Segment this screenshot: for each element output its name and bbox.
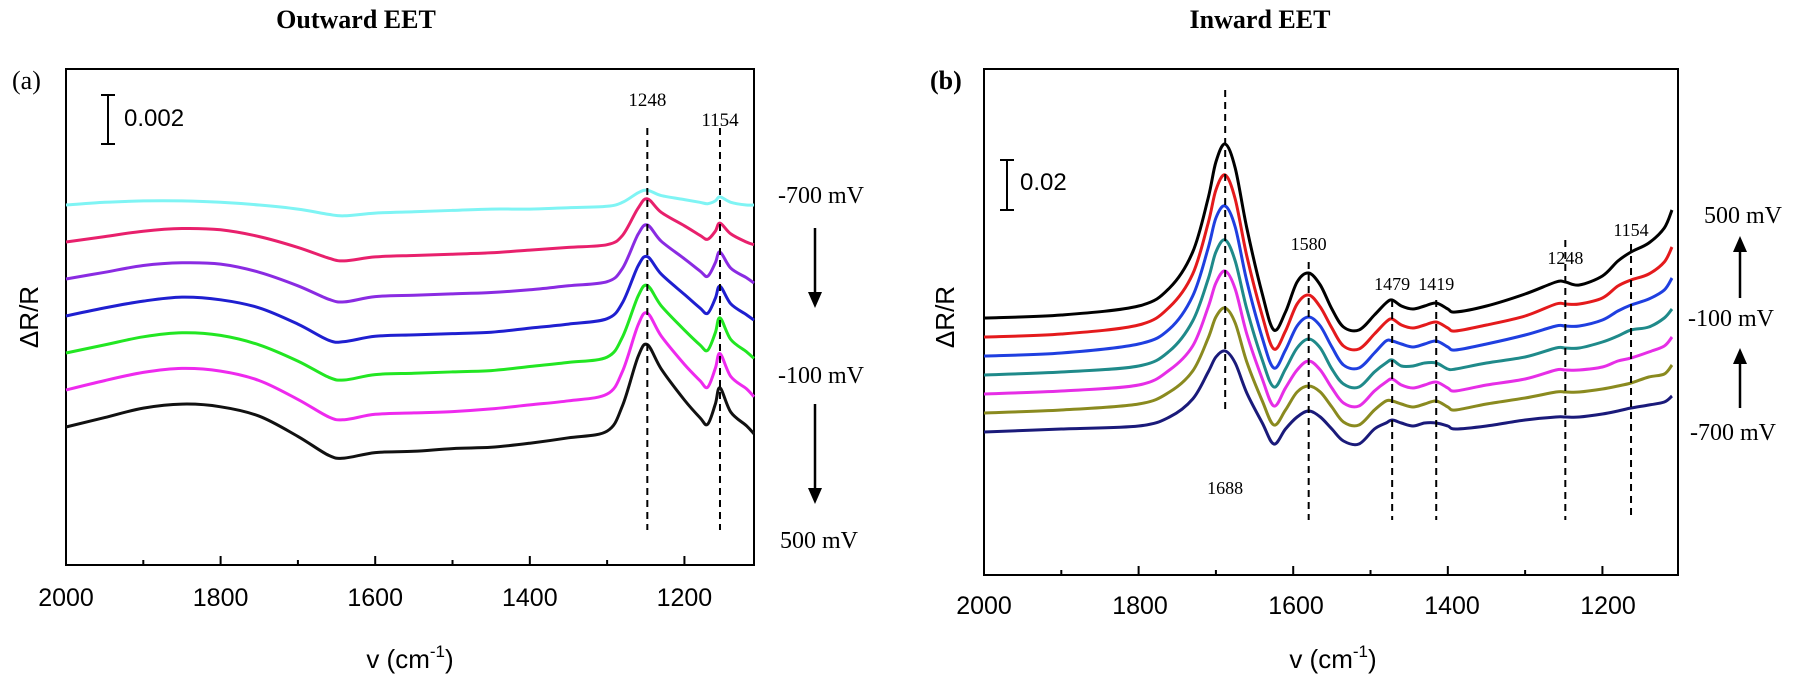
panel-a-potential-labels: -700 mV -100 mV 500 mV (778, 183, 865, 554)
panel-b: Inward EET (b) ΔR/R v (cm-1) 0.02 2000 1… (930, 5, 1783, 674)
panel-b-peak-label: 1248 (1547, 248, 1583, 268)
panel-b-potential-labels: 500 mV -100 mV -700 mV (1688, 203, 1783, 446)
panel-b-xtick-label: 1800 (1112, 592, 1168, 620)
panel-b-label: (b) (930, 66, 962, 95)
panel-a-title: Outward EET (276, 5, 436, 34)
panel-b-arrow-head (1733, 236, 1747, 252)
panel-a-series-line (65, 311, 756, 422)
panel-a-xtick-label: 2000 (38, 584, 94, 612)
panel-a-xticks: 2000 1800 1600 1400 1200 (38, 584, 712, 612)
panel-b-series-line (983, 349, 1673, 447)
panel-a-potential-label: 500 mV (780, 528, 859, 554)
panel-b-peak-label: 1580 (1291, 234, 1327, 254)
panel-b-xlabel: v (cm-1) (1289, 642, 1376, 674)
panel-b-series-line (983, 204, 1674, 371)
panel-b-plot-frame (983, 68, 1679, 576)
panel-b-potential-label: -100 mV (1688, 306, 1775, 332)
panel-a-plot-frame (65, 68, 755, 566)
panel-a-ylabel: ΔR/R (14, 286, 44, 348)
panel-a-peak-markers: 1248 1154 (65, 90, 739, 565)
panel-a-peak-label: 1154 (701, 110, 739, 131)
panel-a-series-group (65, 188, 756, 460)
panel-a-series-line (65, 283, 755, 382)
panel-b-scale-bar: 0.02 (1000, 159, 1067, 211)
panel-b-peak-label: 1688 (1207, 478, 1243, 498)
panel-b-series-line (983, 306, 1674, 428)
panel-a-arrows (808, 228, 822, 504)
panel-b-potential-label: -700 mV (1690, 420, 1777, 446)
panel-b-xtick-label: 2000 (956, 592, 1012, 620)
panel-b-arrows (1733, 236, 1747, 408)
panel-b-series-line (983, 142, 1674, 333)
panel-b-series-group (983, 142, 1674, 447)
panel-b-peak-label: 1479 (1374, 274, 1410, 294)
panel-a-xtick-label: 1600 (347, 584, 403, 612)
panel-a-series-line (65, 197, 755, 263)
panel-a-series-line (65, 223, 755, 304)
panel-a-series-line (65, 342, 756, 460)
panel-b-peak-label: 1154 (1613, 220, 1648, 240)
panel-a: Outward EET (a) ΔR/R v (cm-1) 0.002 2000… (12, 5, 865, 674)
panel-b-xtick-label: 1400 (1424, 592, 1480, 620)
panel-b-xtick-label: 1600 (1268, 592, 1324, 620)
panel-b-series-line (983, 238, 1674, 390)
panel-b-scale-bar-value: 0.02 (1020, 169, 1067, 196)
panel-a-xlabel: v (cm-1) (366, 642, 453, 674)
panel-b-potential-label: 500 mV (1704, 203, 1783, 229)
panel-a-arrow-head (808, 292, 822, 308)
panel-b-series-line (983, 269, 1674, 409)
panel-a-series-line (65, 188, 755, 218)
panel-b-ylabel: ΔR/R (930, 286, 960, 348)
panel-a-label: (a) (12, 66, 41, 95)
panel-b-peak-label: 1419 (1418, 274, 1454, 294)
panel-b-title: Inward EET (1190, 5, 1331, 34)
panel-b-series-line (983, 173, 1674, 352)
panel-a-arrow-head (808, 488, 822, 504)
panel-a-scale-bar: 0.002 (101, 94, 184, 145)
panel-a-potential-label: -700 mV (778, 183, 865, 209)
panel-b-arrow-head (1733, 348, 1747, 364)
panel-a-xtick-label: 1800 (193, 584, 249, 612)
panel-b-xtick-label: 1200 (1580, 592, 1636, 620)
panel-a-potential-label: -100 mV (778, 363, 865, 389)
panel-a-scale-bar-value: 0.002 (124, 105, 184, 132)
panel-b-peak-markers: 1688 1580 1479 1419 1248 1154 (983, 90, 1649, 575)
panel-a-peak-label: 1248 (628, 90, 666, 111)
panel-a-xtick-label: 1400 (502, 584, 558, 612)
panel-a-xtick-label: 1200 (657, 584, 713, 612)
panel-b-xticks: 2000 1800 1600 1400 1200 (956, 592, 1636, 620)
panel-a-series-line (65, 254, 755, 344)
